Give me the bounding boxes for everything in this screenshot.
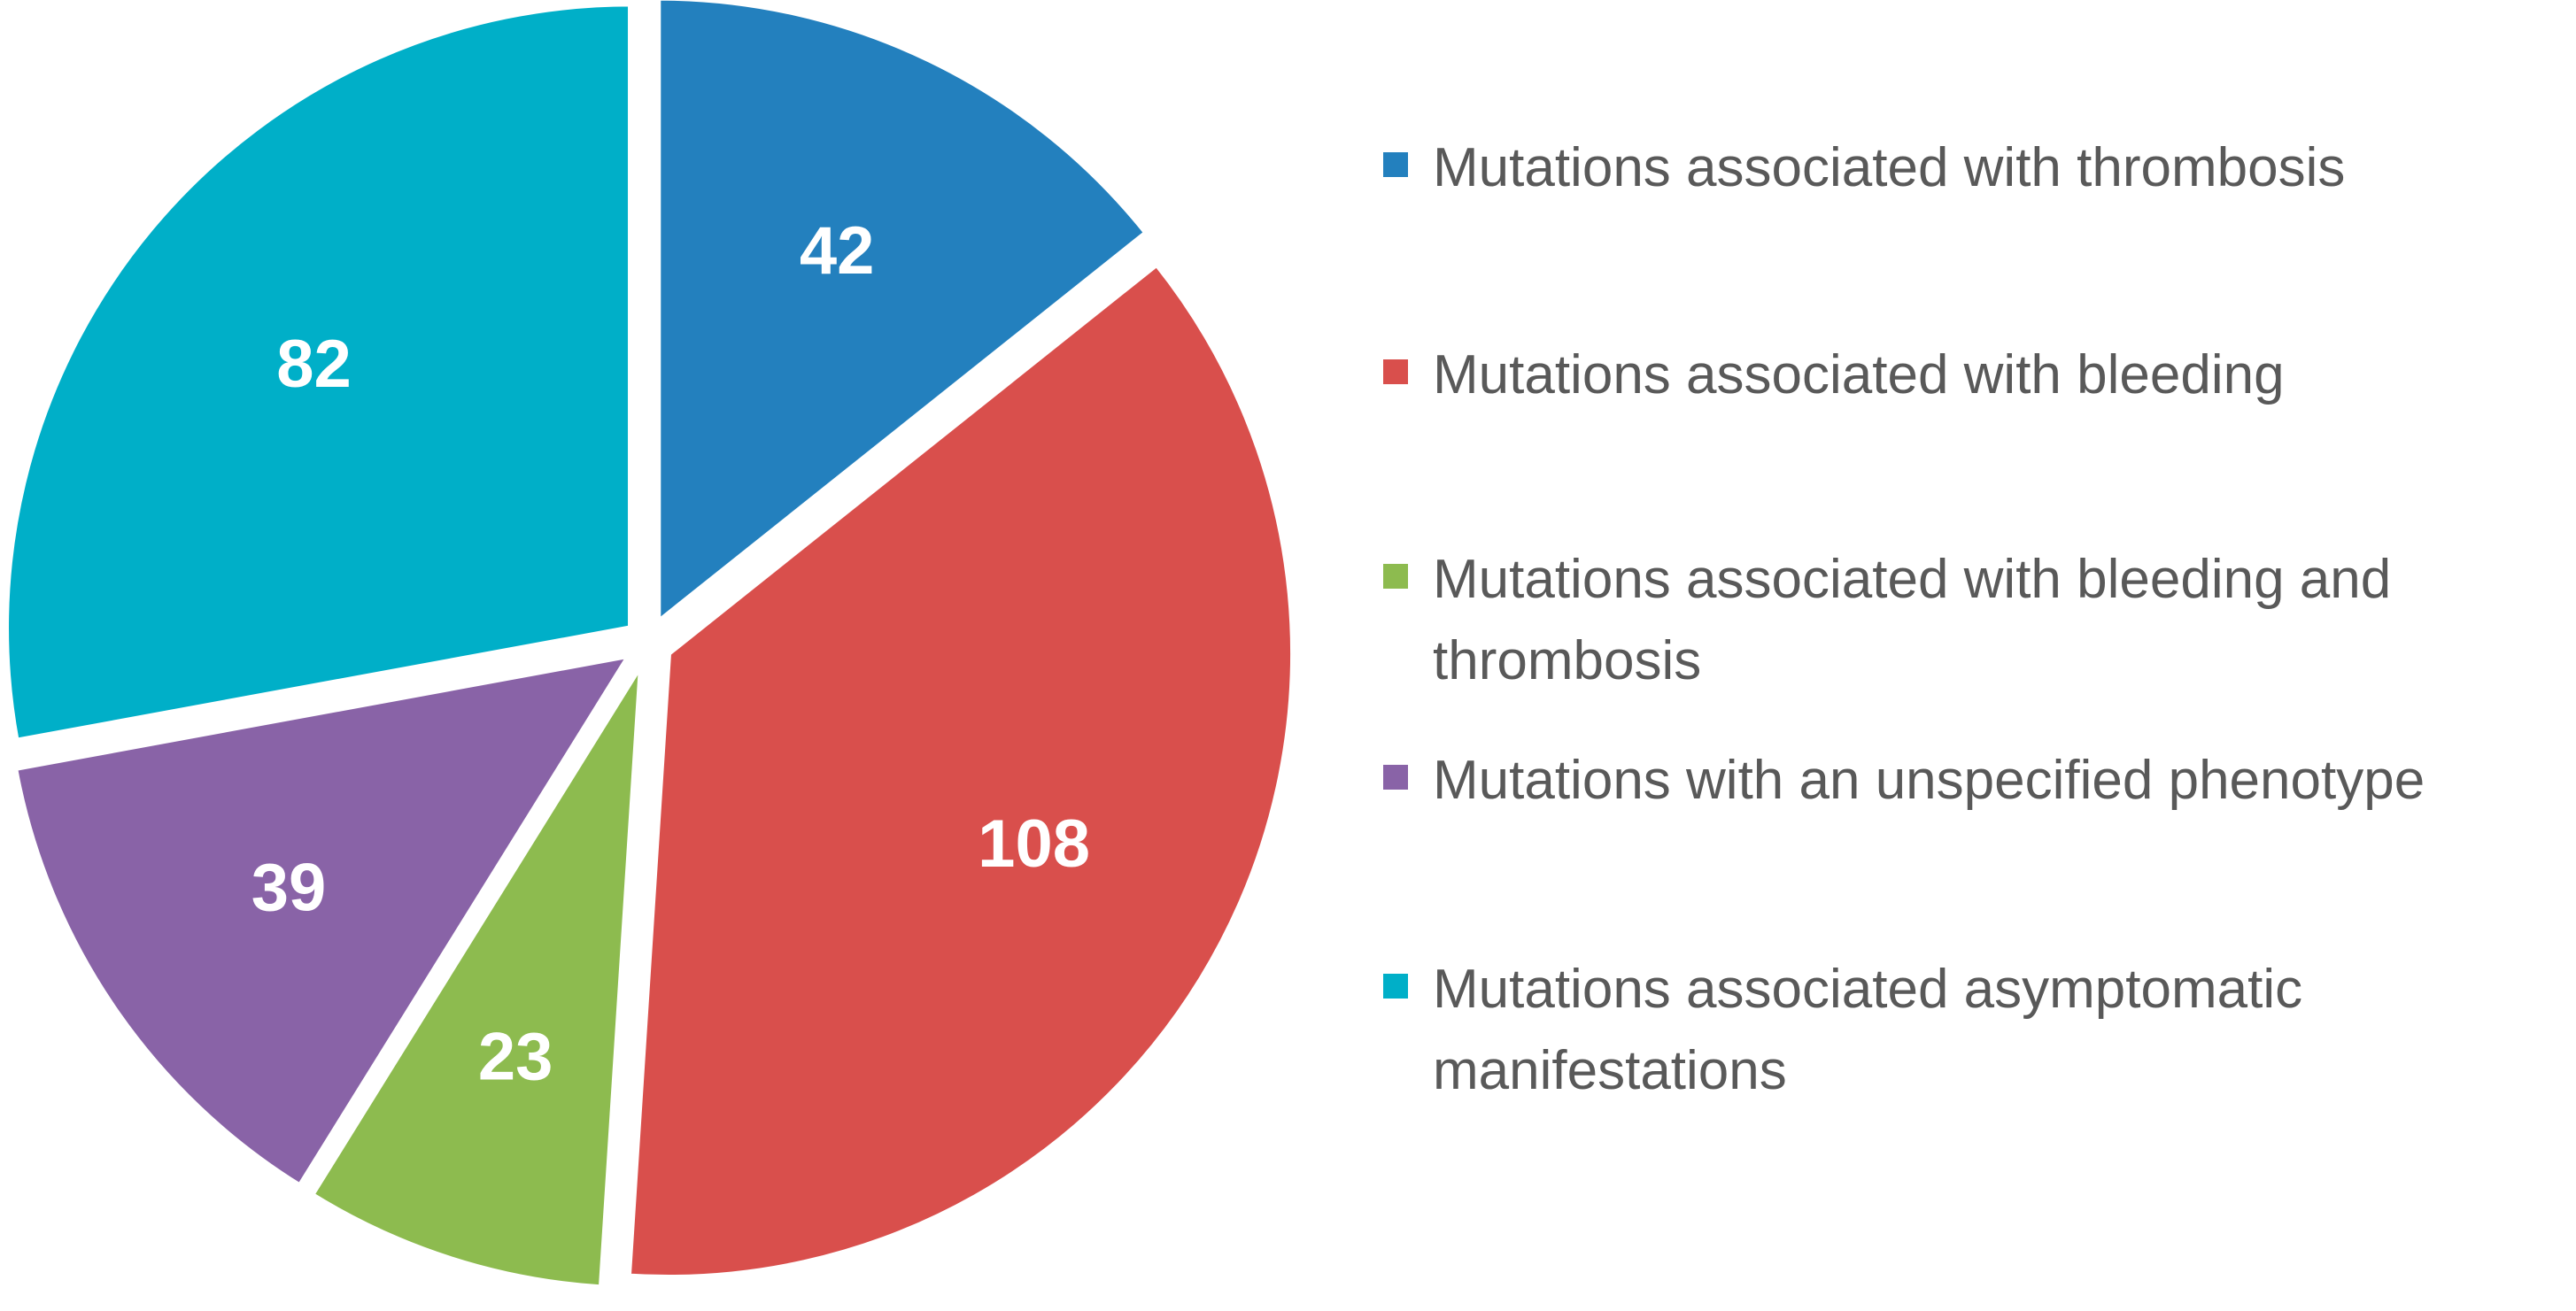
data-label-bleeding-and-thrombosis: 23 [478,1019,553,1094]
legend-swatch [1383,152,1408,177]
legend-swatch [1383,564,1408,589]
legend-label: Mutations associated with bleeding and t… [1433,549,2392,691]
slice-asymptomatic [4,1,634,744]
slice-unspecified-phenotype [12,652,635,1190]
legend-swatch [1383,765,1408,790]
legend-item-asymptomatic: Mutations associated asymptomatic manife… [1383,949,2540,1112]
legend-item-unspecified-phenotype: Mutations with an unspecified phenotype [1383,740,2540,821]
legend-label: Mutations associated with thrombosis [1433,137,2346,198]
legend-swatch [1383,359,1408,384]
data-label-bleeding: 108 [978,806,1090,882]
legend-label: Mutations associated asymptomatic manife… [1433,959,2303,1101]
slice-bleeding [625,260,1296,1281]
legend-label: Mutations associated with bleeding [1433,344,2285,405]
legend-item-thrombosis: Mutations associated with thrombosis [1383,127,2540,209]
data-label-asymptomatic: 82 [276,327,352,402]
data-label-thrombosis: 42 [800,213,875,289]
legend-item-bleeding-and-thrombosis: Mutations associated with bleeding and t… [1383,539,2540,702]
legend-label: Mutations with an unspecified phenotype [1433,750,2425,811]
legend-swatch [1383,974,1408,999]
slice-bleeding-and-thrombosis [308,663,645,1291]
slice-thrombosis [655,0,1150,628]
legend-item-bleeding: Mutations associated with bleeding [1383,335,2540,416]
pie-chart: 42 108 23 39 82 [4,0,1296,1291]
data-label-unspecified-phenotype: 39 [251,850,327,925]
